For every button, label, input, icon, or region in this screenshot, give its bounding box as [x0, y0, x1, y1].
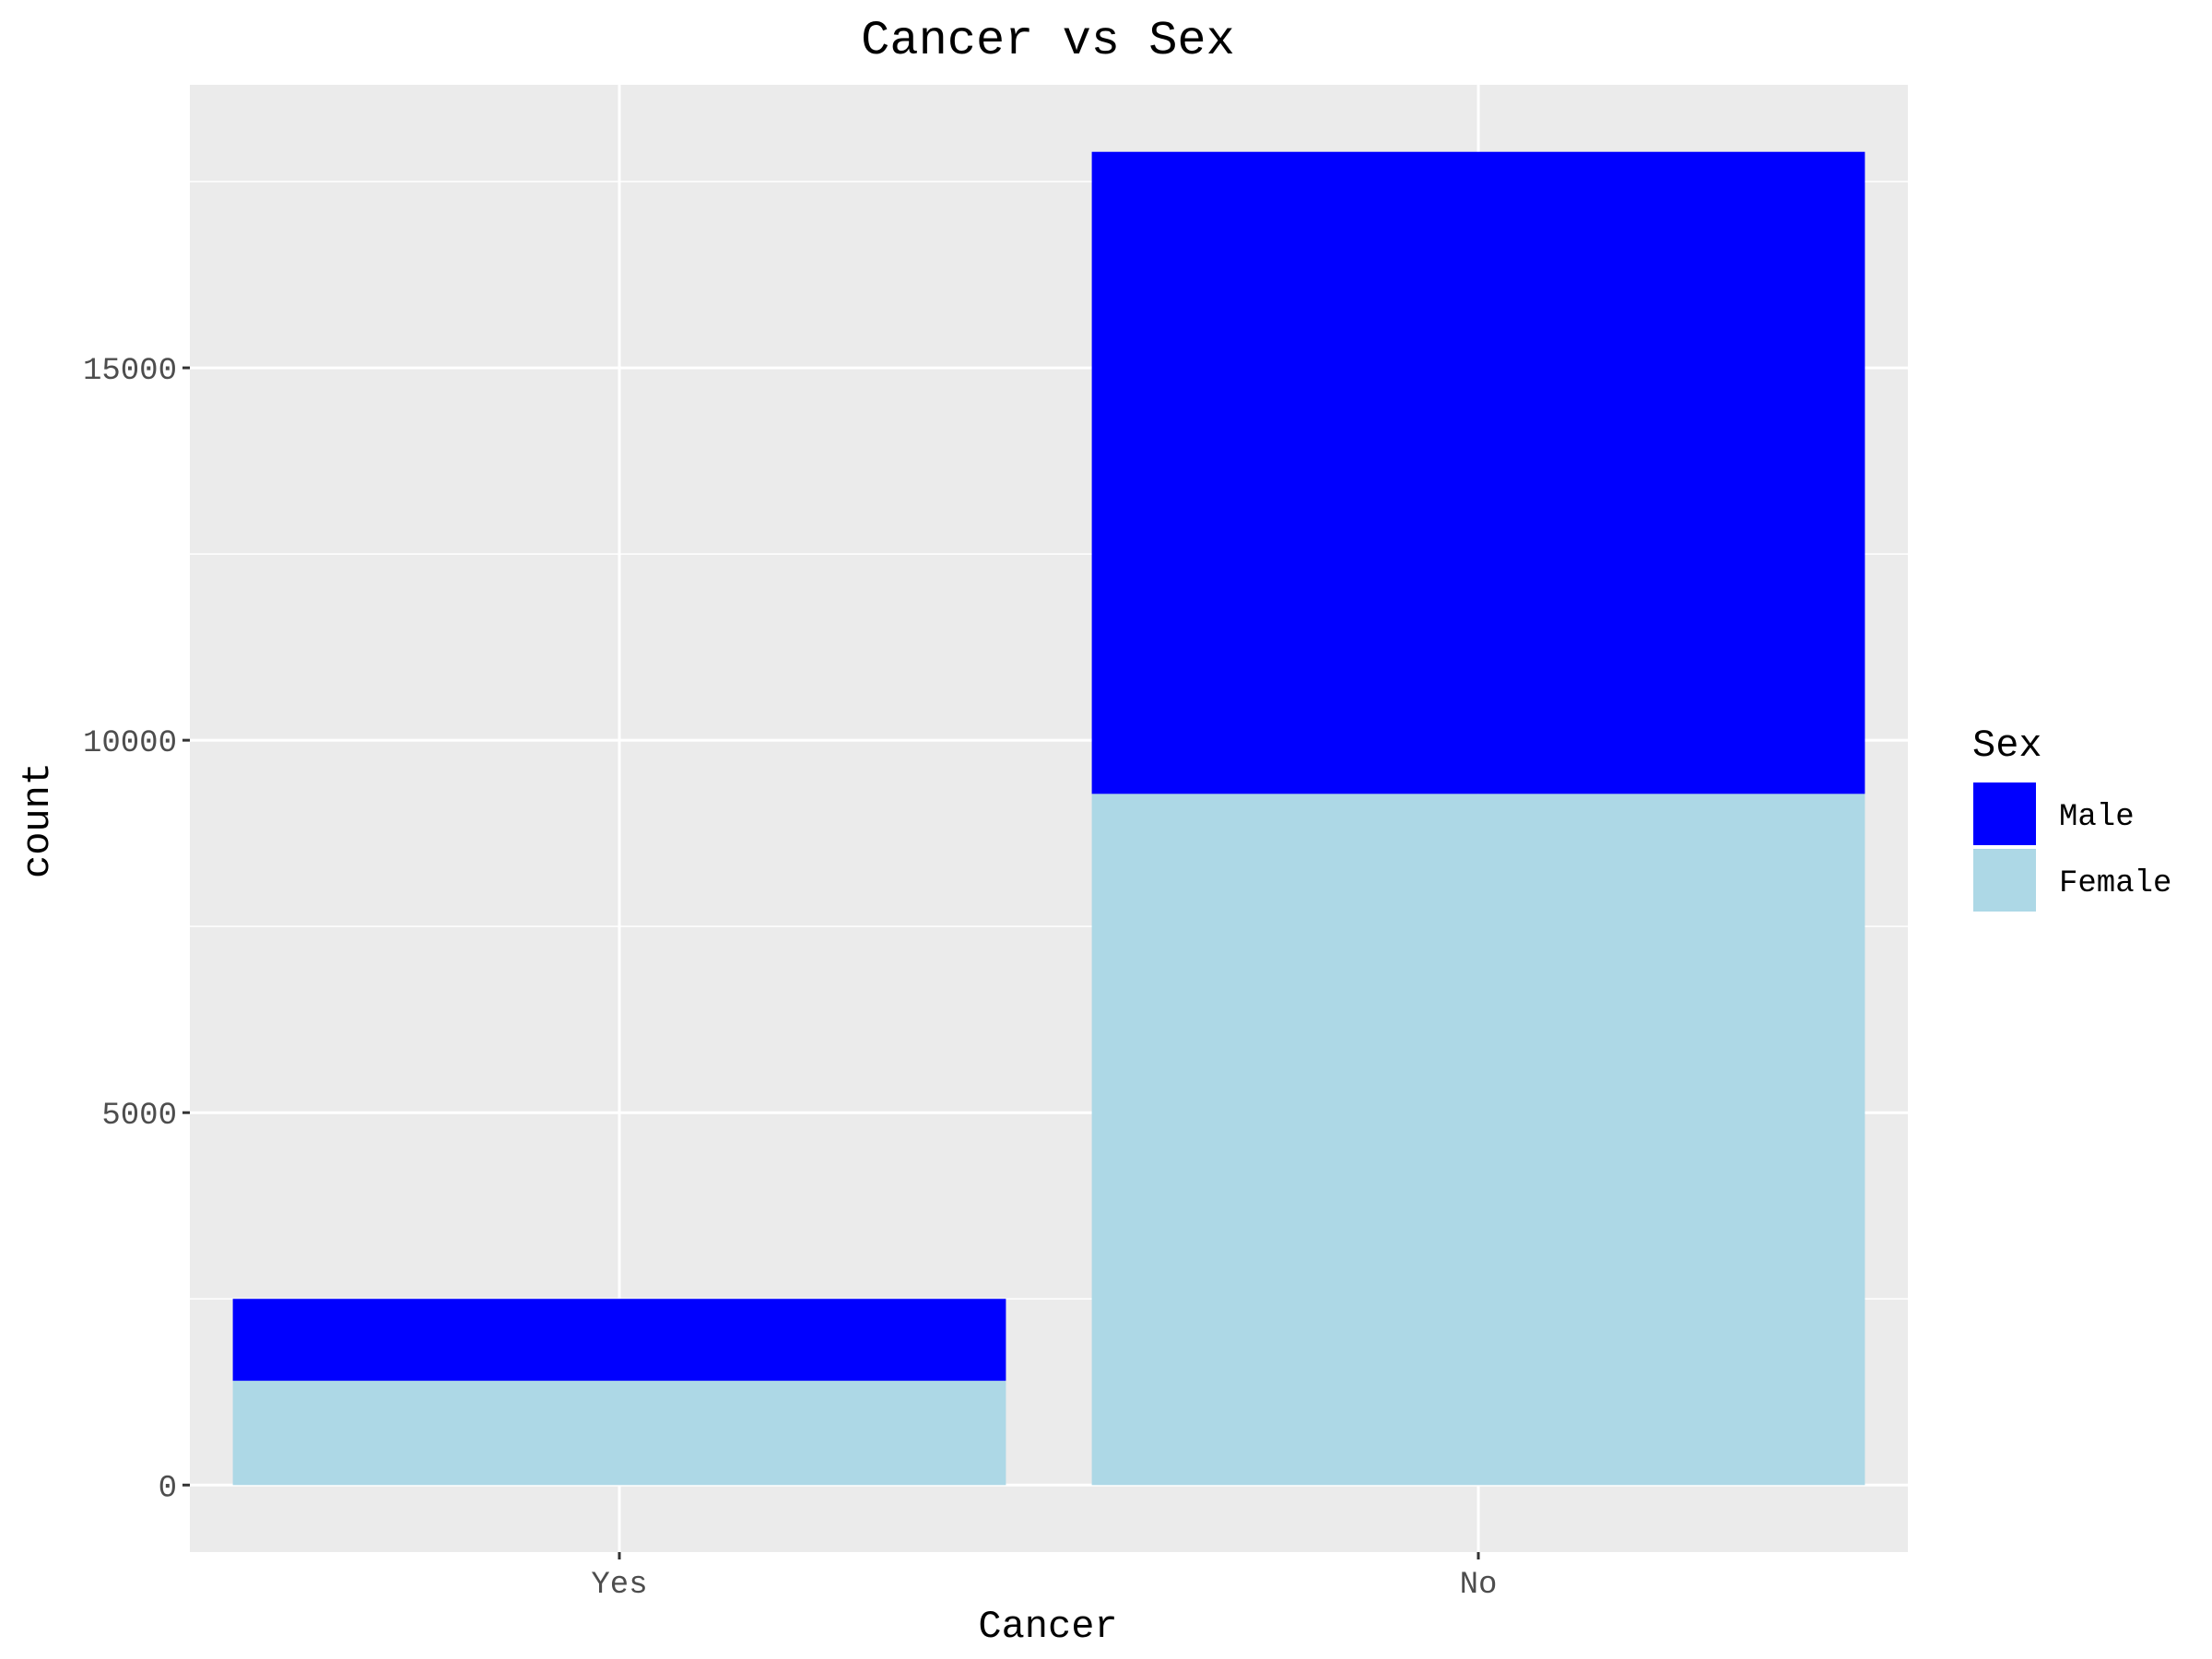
- bar-female-yes: [232, 1381, 1006, 1486]
- bars: [232, 151, 1865, 1486]
- legend: Sex Male Female: [1971, 724, 2171, 913]
- x-tick-label-no: No: [1460, 1568, 1498, 1603]
- x-axis-title: Cancer: [978, 1605, 1117, 1649]
- legend-key-female: [1971, 847, 2038, 913]
- legend-label-female: Female: [2059, 866, 2171, 901]
- x-tick-label-yes: Yes: [591, 1568, 647, 1603]
- bar-female-no: [1091, 794, 1865, 1486]
- legend-label-male: Male: [2059, 800, 2135, 835]
- y-tick-label: 10000: [83, 726, 177, 761]
- y-tick-label: 5000: [101, 1099, 177, 1134]
- bar-male-no: [1091, 151, 1865, 794]
- legend-items: Male Female: [1971, 781, 2171, 913]
- x-axis: Yes No: [591, 1552, 1497, 1603]
- y-tick-label: 0: [159, 1471, 177, 1506]
- legend-key-male: [1971, 781, 2038, 847]
- y-tick-label: 15000: [83, 354, 177, 389]
- y-axis-title: count: [16, 762, 60, 878]
- bar-male-yes: [232, 1299, 1006, 1382]
- y-axis: 0 5000 10000 15000: [83, 354, 190, 1506]
- chart-title: Cancer vs Sex: [861, 14, 1235, 68]
- legend-title: Sex: [1972, 724, 2042, 768]
